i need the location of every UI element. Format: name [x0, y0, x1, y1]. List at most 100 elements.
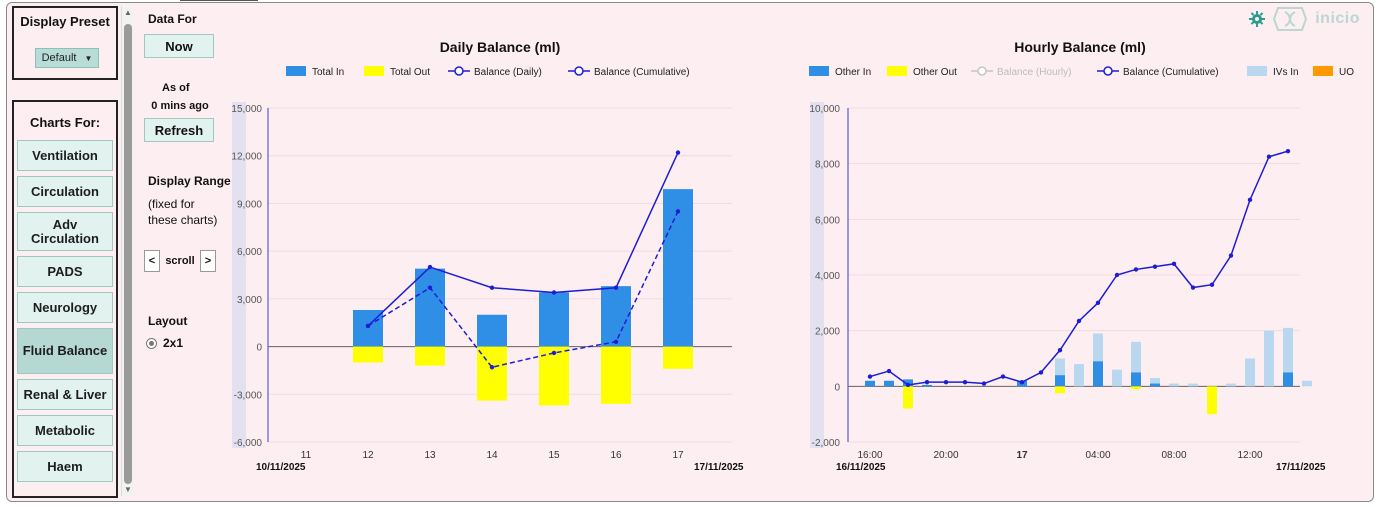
legend-label: Balance (Cumulative) [1123, 67, 1219, 78]
y-tick-label: 8,000 [815, 160, 840, 171]
scroll-up-icon[interactable]: ▲ [124, 8, 132, 17]
nav-renal-liver[interactable]: Renal & Liver [17, 379, 113, 410]
cumulative-balance-point [905, 382, 911, 388]
nav-fluid-balance[interactable]: Fluid Balance [17, 328, 113, 374]
cumulative-balance-line-point [427, 264, 433, 270]
legend-label: Total Out [390, 67, 430, 78]
nav-ventilation[interactable]: Ventilation [17, 140, 113, 171]
x-tick-label: 20:00 [933, 450, 958, 461]
bar-other-in [1131, 372, 1141, 387]
bar-ivs-in [1264, 330, 1274, 387]
cumulative-balance-point [981, 381, 987, 386]
bar-other-in [1055, 375, 1065, 387]
chart-title: Daily Balance (ml) [440, 39, 561, 55]
layout-radio-2x1[interactable]: 2x1 [146, 336, 183, 350]
bar-ivs-in [1283, 327, 1293, 373]
scroll-right-button[interactable]: > [200, 250, 216, 272]
cumulative-balance-point [1247, 197, 1253, 203]
gear-icon[interactable] [1249, 11, 1266, 27]
fixed-note-line2: these charts) [148, 213, 218, 227]
legend-swatch [1247, 66, 1267, 76]
y-tick-label: 6,000 [815, 215, 840, 226]
cumulative-balance-point [1133, 267, 1139, 272]
legend-label: Total In [312, 67, 344, 78]
bar-ivs-in [1112, 369, 1122, 387]
y-tick-label: 2,000 [815, 327, 840, 338]
hourly-balance-chart: Hourly Balance (ml) Other In Other Out Bala… [800, 30, 1360, 480]
display-preset-panel: Display Preset Default ▼ [12, 6, 118, 80]
bar-other-out [903, 386, 913, 409]
preset-dropdown[interactable]: Default ▼ [35, 48, 99, 68]
legend-label: Balance (Hourly) [997, 67, 1071, 78]
layout-option-label: 2x1 [163, 336, 184, 350]
tab-indicator [180, 0, 258, 3]
bar-ivs-in [1074, 364, 1084, 387]
display-range-label: Display Range [148, 174, 231, 188]
scroll-thumb[interactable] [124, 24, 132, 484]
bar-total-out [353, 346, 383, 363]
bar-other-in [1093, 361, 1103, 387]
nav-circulation[interactable]: Circulation [17, 176, 113, 207]
bar-total-in [477, 314, 507, 347]
cumulative-balance-point [1114, 272, 1120, 278]
cumulative-balance-point [1019, 379, 1025, 385]
nav-pads[interactable]: PADS [17, 256, 113, 287]
cumulative-balance-line-point [675, 150, 681, 155]
cumulative-balance-line [869, 150, 1289, 386]
bar-ivs-in [1188, 383, 1198, 387]
bar-other-out [1131, 386, 1141, 390]
y-tick-label: -6,000 [234, 438, 263, 449]
now-button[interactable]: Now [144, 34, 214, 58]
cumulative-balance-point [1285, 148, 1291, 154]
x-tick-label: 04:00 [1085, 450, 1110, 461]
cumulative-balance-point [924, 379, 930, 385]
bar-other-in [922, 384, 932, 387]
daily-balance-line [367, 211, 679, 369]
bar-total-in [663, 189, 693, 347]
cumulative-balance-point [1152, 264, 1158, 269]
radio-selected-icon [146, 337, 157, 349]
cumulative-balance-point [1000, 374, 1006, 379]
nav-haem[interactable]: Haem [17, 451, 113, 482]
mins-ago-label: 0 mins ago [151, 100, 209, 112]
legend-label: Balance (Daily) [474, 67, 542, 78]
header-actions: inicio [1249, 6, 1360, 32]
y-tick-label: 9,000 [237, 199, 262, 210]
cumulative-balance-point [1209, 282, 1215, 287]
bar-ivs-in [1169, 383, 1179, 387]
nav-adv-circulation[interactable]: Adv Circulation [17, 212, 113, 251]
bar-total-out [539, 346, 569, 406]
bar-ivs-in [1150, 377, 1160, 384]
scroll-left-button[interactable]: < [144, 250, 160, 272]
refresh-button[interactable]: Refresh [144, 118, 214, 142]
bar-ivs-in [1302, 380, 1312, 387]
cumulative-balance-line-point [489, 285, 495, 290]
bar-other-in [1150, 383, 1160, 387]
x-end-label: 17/11/2025 [694, 462, 744, 473]
logo-text: inicio [1315, 10, 1360, 27]
cumulative-balance-point [867, 374, 873, 379]
cumulative-balance-point [1057, 347, 1063, 353]
legend-marker [1103, 66, 1113, 76]
x-tick-label: 13 [424, 450, 436, 461]
data-for-label: Data For [148, 12, 197, 26]
scroll-down-icon[interactable]: ▼ [124, 485, 132, 494]
layout-label: Layout [148, 314, 188, 328]
bar-total-out [477, 346, 507, 401]
x-tick-label: 12:00 [1237, 450, 1262, 461]
cumulative-balance-line [367, 152, 679, 327]
legend-swatch [1313, 66, 1333, 76]
as-of-label: As of [162, 82, 190, 94]
nav-neurology[interactable]: Neurology [17, 292, 113, 323]
daily-balance-line-point [489, 365, 495, 370]
legend-marker [454, 66, 464, 76]
x-tick-label: 17 [1016, 450, 1028, 461]
axis-band [232, 102, 246, 448]
legend-label: Balance (Cumulative) [594, 67, 690, 78]
y-tick-label: 6,000 [237, 247, 262, 258]
y-tick-label: -2,000 [812, 438, 841, 449]
daily-chart-svg: Daily Balance (ml) Total In Total Out Balan… [231, 39, 744, 473]
x-tick-label: 12 [362, 450, 374, 461]
sidebar-scrollbar[interactable]: ▲ ▼ [121, 6, 134, 496]
nav-metabolic[interactable]: Metabolic [17, 415, 113, 446]
